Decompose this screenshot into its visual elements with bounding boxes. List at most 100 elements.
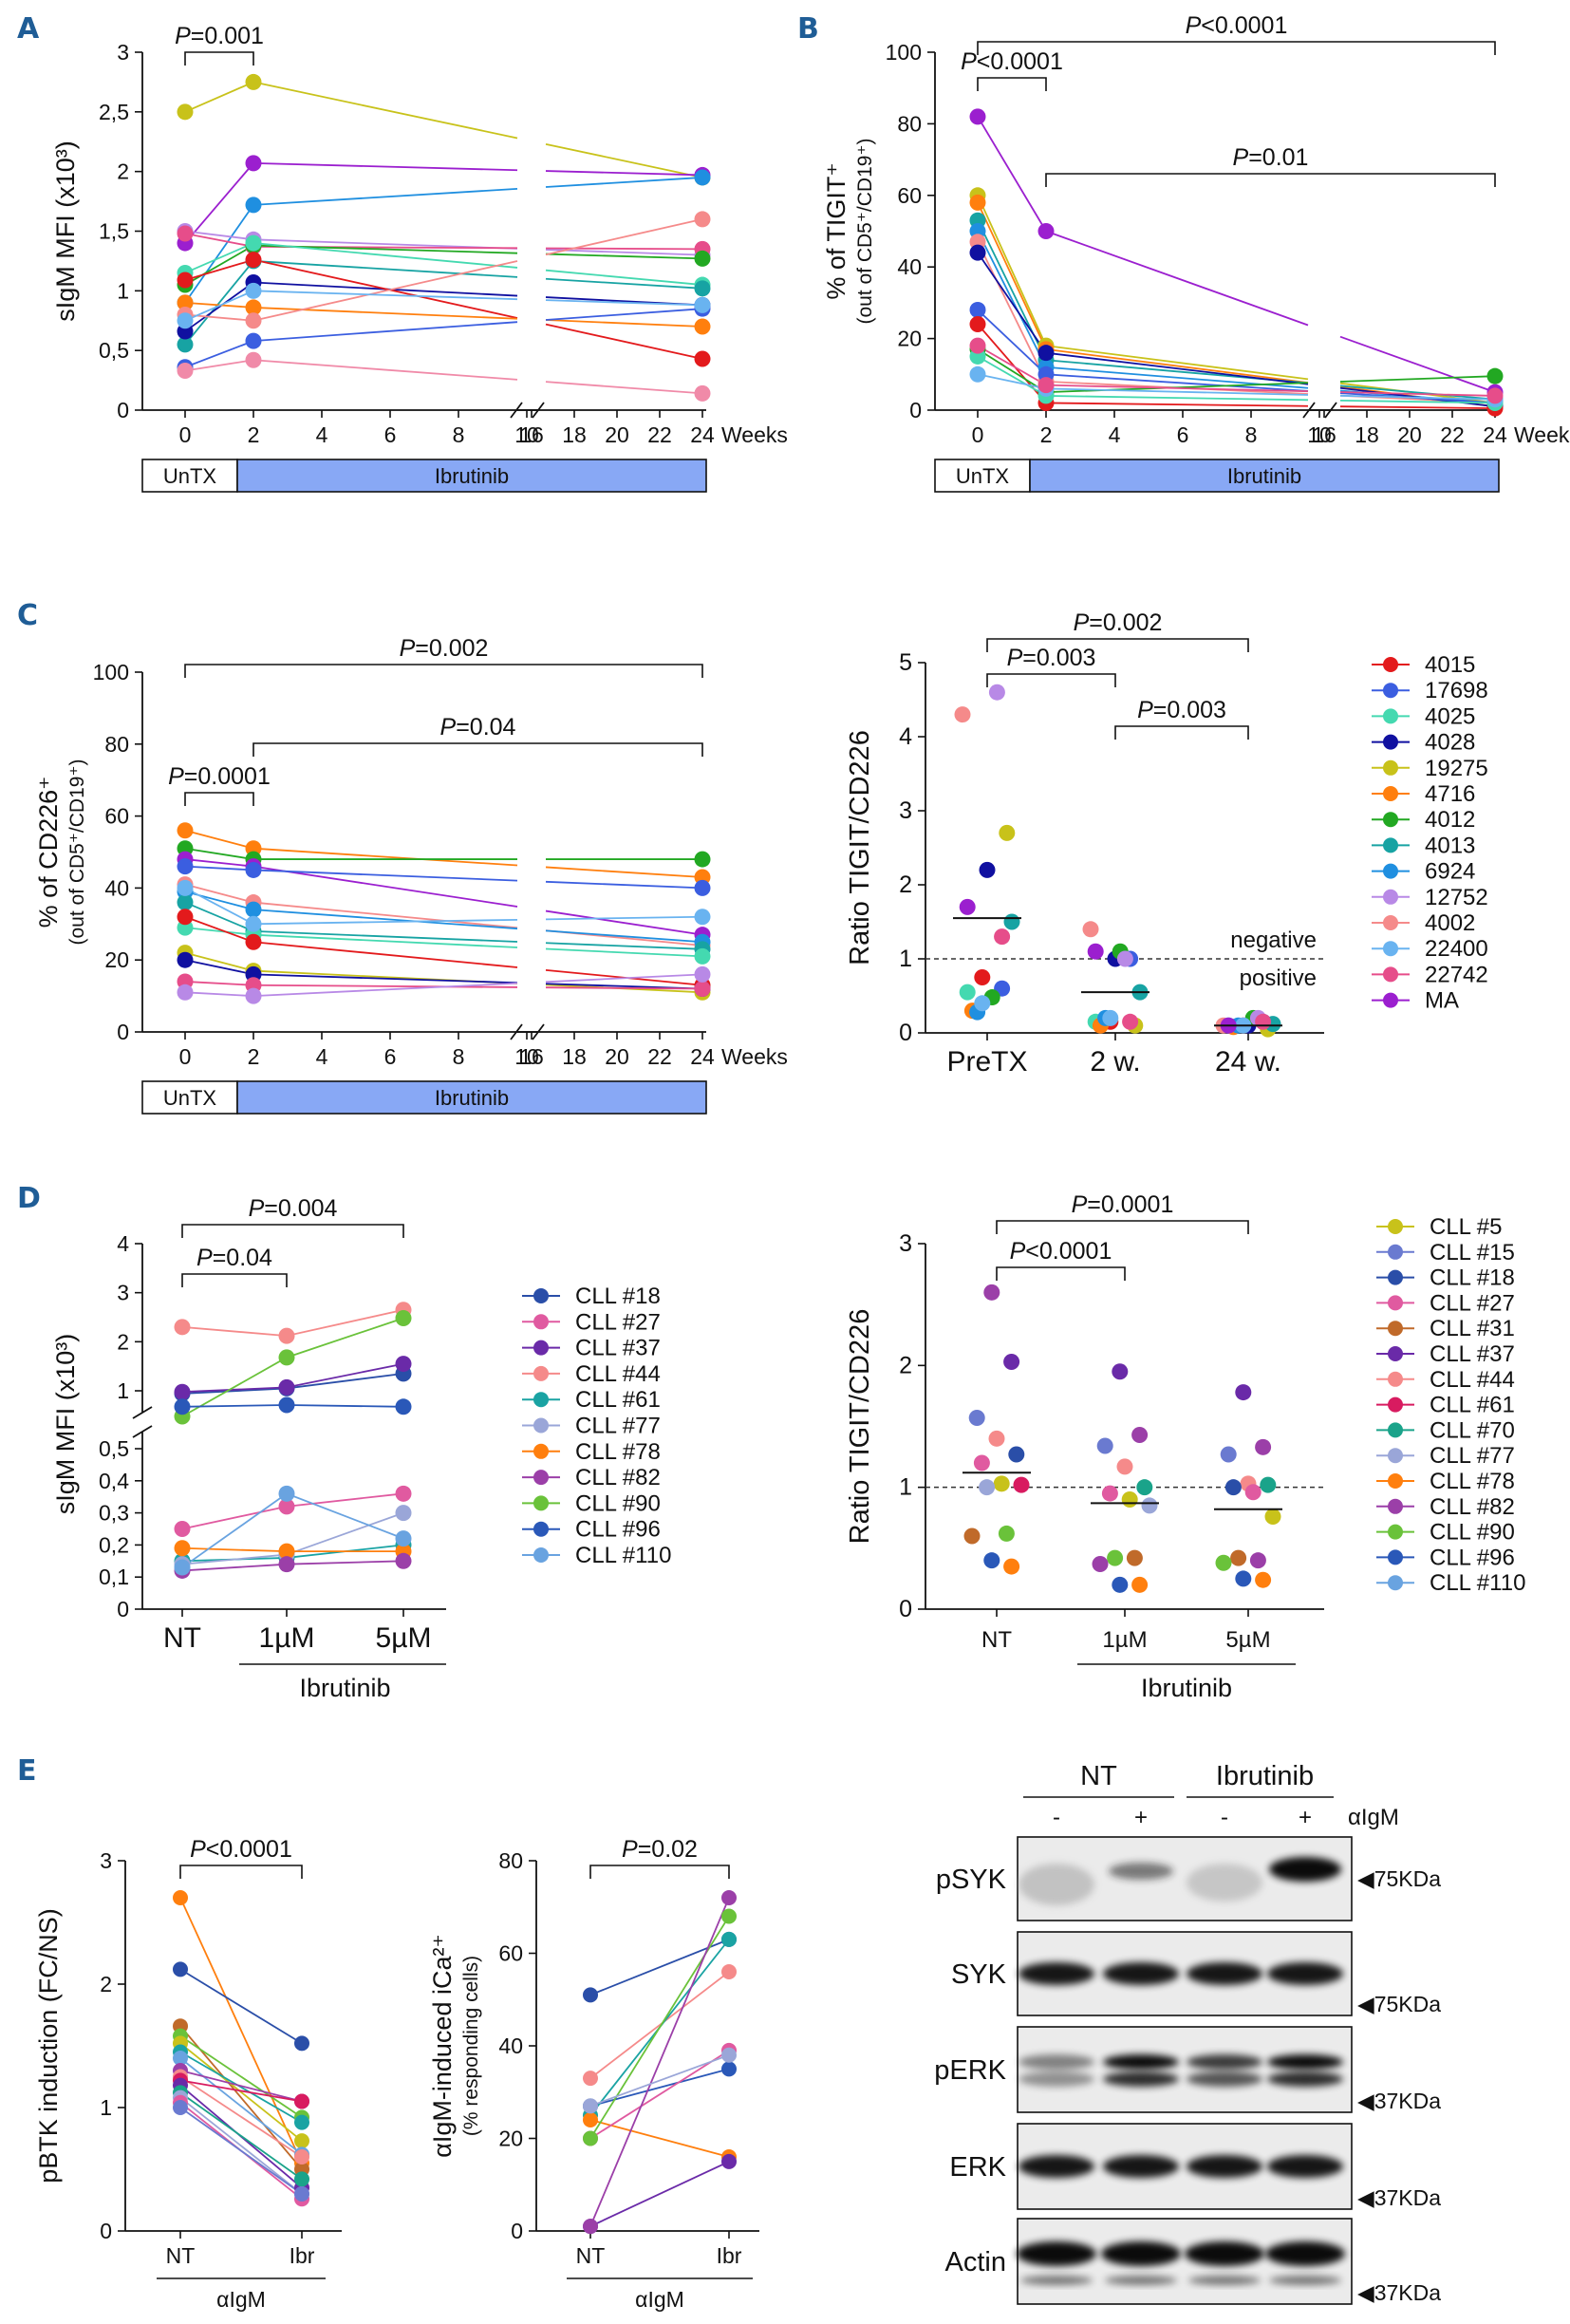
data-point [294, 2171, 309, 2187]
p-symbol: P [961, 48, 977, 75]
legend-label: CLL #5 [1430, 1214, 1503, 1240]
series-line [545, 249, 703, 256]
series-line [977, 116, 1047, 232]
p-symbol: P [1233, 144, 1249, 171]
data-point [174, 1559, 191, 1576]
series-line [589, 2050, 730, 2140]
legend-label: 19275 [1425, 756, 1488, 781]
data-point [694, 318, 711, 335]
data-point [1383, 812, 1398, 828]
p-value: =0.004 [264, 1195, 337, 1222]
data-point [395, 1310, 412, 1327]
data-point [173, 1961, 188, 1977]
y-tick-label: 1 [899, 1474, 912, 1501]
data-point [694, 350, 711, 367]
y-tick-label: 0 [511, 2219, 523, 2243]
series-line [1045, 387, 1309, 396]
data-point [1092, 1556, 1109, 1573]
data-point [1131, 1426, 1149, 1443]
x-tick-label: 4 [1109, 422, 1121, 447]
series-line [179, 2042, 303, 2142]
y-axis-label-secondary: (% responding cells) [460, 1956, 482, 2136]
y-tick-label: 0 [117, 1597, 129, 1621]
data-point [694, 280, 711, 297]
category-label: 5µM [1225, 1627, 1270, 1653]
ibrutinib-bar [236, 459, 707, 493]
data-point [245, 861, 262, 878]
data-point [1082, 921, 1099, 938]
data-point [533, 1521, 549, 1537]
blot-band [1019, 2071, 1094, 2087]
series-line [1339, 399, 1496, 404]
series-line [179, 1968, 303, 2045]
data-point [1388, 1295, 1403, 1311]
category-label: NT [163, 1622, 201, 1654]
axis-break-mark [510, 1023, 523, 1040]
blot-row: ERK ◀37KDa [949, 2123, 1441, 2210]
p-value-label: P=0.04 [440, 714, 516, 740]
significance-bracket [184, 792, 254, 806]
data-point [395, 1505, 412, 1522]
y-tick-label: 1,5 [99, 219, 129, 244]
series-line [184, 915, 254, 944]
data-point [278, 1327, 295, 1344]
series-line [545, 308, 703, 321]
untreated-bar [141, 1080, 238, 1115]
lane-sign: - [1053, 1805, 1060, 1830]
data-point [245, 312, 262, 329]
series-line [545, 142, 703, 178]
data-point [278, 1396, 295, 1414]
x-tick-label: 18 [562, 422, 587, 447]
series-line [179, 2075, 303, 2158]
blot-kda-marker: ◀75KDa [1357, 1992, 1441, 2016]
x-tick-label: 20 [605, 1044, 629, 1069]
category-label: Ibr [717, 2243, 742, 2268]
legend-label: CLL #77 [1430, 1443, 1515, 1469]
legend-label: 4012 [1425, 807, 1475, 833]
data-point [1112, 1576, 1129, 1593]
data-point [999, 824, 1016, 841]
x-tick-label: 16 [519, 1044, 544, 1069]
blot-band [1269, 1857, 1341, 1882]
p-value: =0.003 [1022, 645, 1095, 671]
series-line [545, 909, 703, 936]
p-value-label: P=0.01 [1233, 144, 1309, 171]
p-symbol: P [1010, 1238, 1026, 1265]
y-axis-label-secondary: (out of CD5⁺/CD19⁺) [66, 759, 88, 945]
data-point [1249, 1552, 1266, 1569]
y-tick-label: 2 [899, 1352, 912, 1378]
y-tick-label: 2 [117, 159, 129, 184]
data-point [1383, 915, 1398, 930]
category-label: 1µM [259, 1622, 315, 1654]
axis-break-mark [1302, 402, 1316, 419]
data-point [1126, 1549, 1143, 1566]
legend-label: CLL #82 [575, 1465, 661, 1490]
data-point [177, 822, 194, 839]
series-line [252, 918, 518, 926]
series-line [1045, 402, 1309, 407]
data-point [1096, 1437, 1113, 1454]
series-line [252, 941, 518, 968]
panel-label: D [17, 1182, 41, 1215]
p-value-label: P=0.0001 [1072, 1191, 1174, 1218]
blot-band [1019, 1962, 1094, 1985]
data-point [694, 296, 711, 313]
p-symbol: P [1137, 697, 1153, 723]
series-line [545, 915, 703, 921]
data-point [969, 108, 986, 125]
data-point [245, 933, 262, 950]
data-point [721, 1931, 737, 1947]
x-tick-label: 8 [453, 1044, 465, 1069]
blot-band [1109, 1863, 1173, 1880]
blot-band [1187, 2054, 1262, 2070]
data-point [1101, 1485, 1118, 1502]
y-axis-label: sIgM MFI (x10³) [51, 141, 80, 322]
ibrutinib-bar [1029, 459, 1500, 493]
data-point [1388, 1244, 1403, 1260]
threshold-label-below: positive [1240, 965, 1317, 991]
blot-row-label: pSYK [936, 1865, 1007, 1895]
data-point [1388, 1498, 1403, 1514]
x-tick-label: 10 [1307, 422, 1332, 447]
